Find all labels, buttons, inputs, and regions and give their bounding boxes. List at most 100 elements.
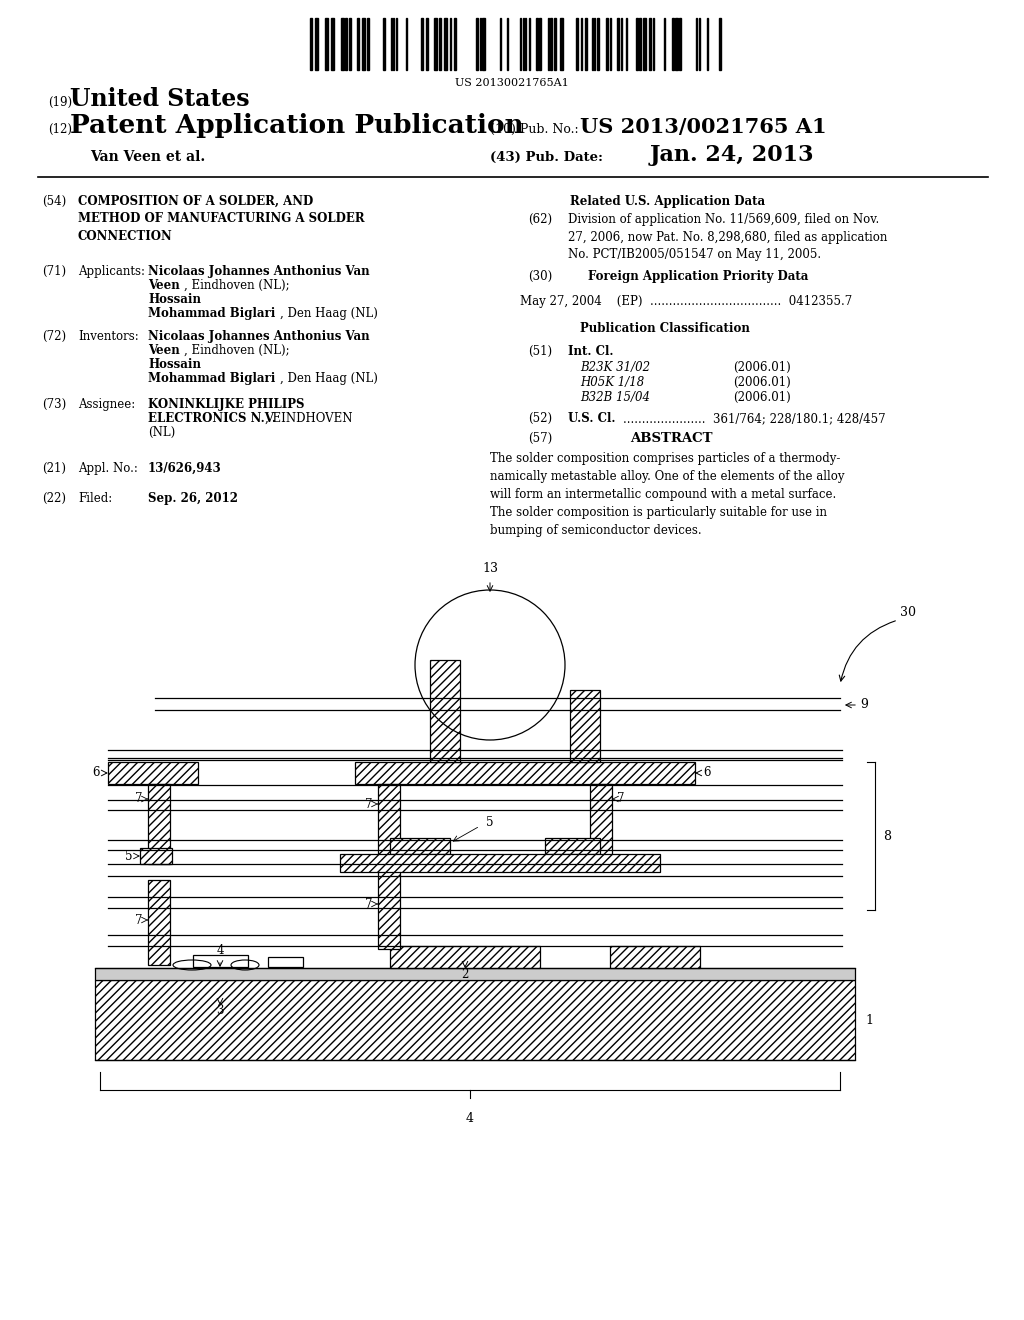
Bar (539, 18, 541, 70)
Bar (719, 18, 721, 70)
Text: Patent Application Publication: Patent Application Publication (70, 114, 523, 139)
Bar (315, 18, 318, 70)
Bar (345, 18, 347, 70)
Text: 7: 7 (135, 913, 143, 927)
Text: 5: 5 (486, 817, 494, 829)
Text: COMPOSITION OF A SOLDER, AND
METHOD OF MANUFACTURING A SOLDER
CONNECTION: COMPOSITION OF A SOLDER, AND METHOD OF M… (78, 195, 365, 243)
Text: Int. Cl.: Int. Cl. (568, 345, 613, 358)
Bar (597, 18, 599, 70)
Bar (148, 880, 170, 965)
Bar (550, 18, 552, 70)
Bar (476, 18, 478, 70)
Text: 6: 6 (92, 767, 100, 780)
Bar (355, 762, 695, 784)
Text: (71): (71) (42, 265, 67, 279)
Text: Veen: Veen (148, 279, 180, 292)
Text: , Eindhoven (NL);: , Eindhoven (NL); (184, 279, 293, 292)
Text: 30: 30 (900, 606, 916, 619)
Text: B32B 15/04: B32B 15/04 (580, 391, 650, 404)
Bar (421, 18, 423, 70)
Bar (649, 18, 651, 70)
Bar (108, 762, 198, 784)
Bar (679, 18, 681, 70)
Text: 7: 7 (617, 792, 625, 805)
Bar (357, 18, 359, 70)
Bar (426, 18, 428, 70)
Bar (590, 784, 612, 865)
Bar (454, 18, 456, 70)
Text: Foreign Application Priority Data: Foreign Application Priority Data (588, 271, 808, 282)
Text: (2006.01): (2006.01) (733, 391, 791, 404)
Bar (341, 18, 344, 70)
Text: (73): (73) (42, 399, 67, 411)
Text: , Eindhoven (NL);: , Eindhoven (NL); (184, 345, 293, 356)
Bar (390, 946, 540, 968)
Bar (545, 838, 600, 854)
Bar (636, 18, 638, 70)
Bar (585, 18, 587, 70)
Text: Division of application No. 11/569,609, filed on Nov.
27, 2006, now Pat. No. 8,2: Division of application No. 11/569,609, … (568, 213, 888, 261)
Bar (140, 847, 172, 865)
Text: 13: 13 (482, 562, 498, 576)
Text: (2006.01): (2006.01) (733, 376, 791, 389)
Text: Assignee:: Assignee: (78, 399, 135, 411)
Text: , Den Haag (NL): , Den Haag (NL) (280, 308, 378, 319)
Text: 4: 4 (466, 1111, 474, 1125)
Text: 7: 7 (366, 797, 373, 810)
Text: 8: 8 (883, 829, 891, 842)
Text: Hossain: Hossain (148, 293, 201, 306)
Bar (193, 954, 248, 968)
Text: Van Veen et al.: Van Veen et al. (90, 150, 205, 164)
Bar (444, 18, 447, 70)
Text: Publication Classification: Publication Classification (580, 322, 750, 335)
Text: Nicolaas Johannes Anthonius Van: Nicolaas Johannes Anthonius Van (148, 330, 370, 343)
Text: ABSTRACT: ABSTRACT (630, 432, 713, 445)
Bar (310, 18, 312, 70)
Text: 9: 9 (860, 698, 868, 711)
Bar (367, 18, 369, 70)
Text: Jan. 24, 2013: Jan. 24, 2013 (650, 144, 814, 166)
Bar (95, 979, 855, 1060)
Text: 5: 5 (125, 850, 132, 862)
Text: 2: 2 (462, 969, 469, 982)
Text: , Den Haag (NL): , Den Haag (NL) (280, 372, 378, 385)
Bar (378, 784, 400, 949)
Text: U.S. Cl.: U.S. Cl. (568, 412, 615, 425)
Text: Filed:: Filed: (78, 492, 113, 506)
Text: (19): (19) (48, 96, 72, 110)
Text: US 2013/0021765 A1: US 2013/0021765 A1 (580, 117, 826, 137)
Bar (439, 18, 441, 70)
Bar (349, 18, 351, 70)
Bar (331, 18, 334, 70)
Text: Mohammad Biglari: Mohammad Biglari (148, 308, 275, 319)
Bar (643, 18, 646, 70)
Bar (570, 690, 600, 762)
Bar (340, 854, 660, 873)
Bar (430, 660, 460, 762)
Text: Sep. 26, 2012: Sep. 26, 2012 (148, 492, 238, 506)
Bar (383, 18, 385, 70)
Bar (268, 957, 303, 968)
Text: ......................  361/764; 228/180.1; 428/457: ...................... 361/764; 228/180.… (623, 412, 886, 425)
Text: 7: 7 (366, 898, 373, 911)
Text: Nicolaas Johannes Anthonius Van: Nicolaas Johannes Anthonius Van (148, 265, 370, 279)
Text: Hossain: Hossain (148, 358, 201, 371)
Bar (606, 18, 608, 70)
Bar (148, 784, 170, 865)
Text: 13/626,943: 13/626,943 (148, 462, 222, 475)
Bar (575, 18, 578, 70)
Bar (95, 968, 855, 979)
Text: 3: 3 (216, 1003, 224, 1016)
Text: 6: 6 (703, 767, 711, 780)
Text: (12): (12) (48, 123, 72, 136)
Bar (560, 18, 563, 70)
Text: Appl. No.:: Appl. No.: (78, 462, 138, 475)
Text: US 20130021765A1: US 20130021765A1 (455, 78, 569, 88)
Text: (62): (62) (528, 213, 552, 226)
Text: , EINDHOVEN: , EINDHOVEN (265, 412, 352, 425)
Text: Related U.S. Application Data: Related U.S. Application Data (570, 195, 765, 209)
Bar (325, 18, 328, 70)
Text: (57): (57) (528, 432, 552, 445)
Text: (NL): (NL) (148, 426, 175, 440)
Text: ELECTRONICS N.V.: ELECTRONICS N.V. (148, 412, 276, 425)
